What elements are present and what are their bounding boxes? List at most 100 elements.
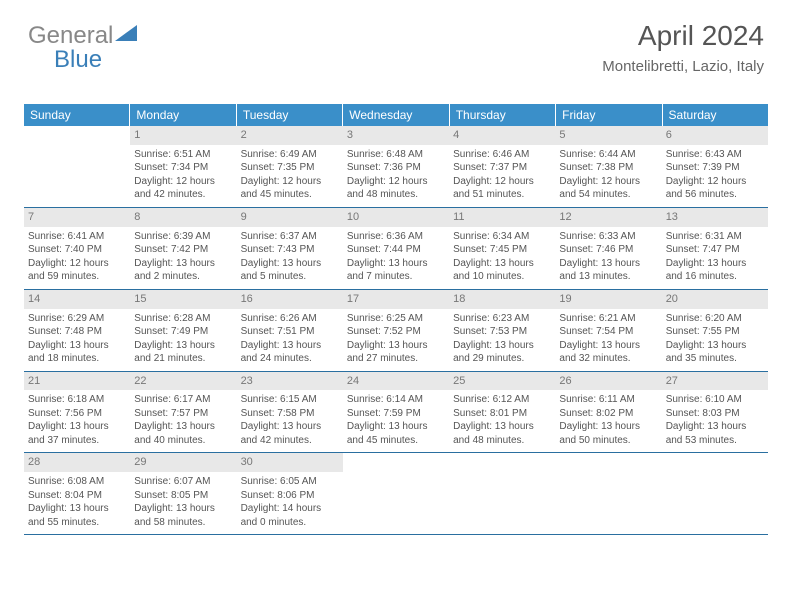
day-cell: 5Sunrise: 6:44 AMSunset: 7:38 PMDaylight… bbox=[555, 126, 661, 207]
day-info-line: and 45 minutes. bbox=[241, 188, 339, 202]
day-info-line: and 10 minutes. bbox=[453, 270, 551, 284]
day-number: 28 bbox=[24, 453, 130, 472]
day-cell: 18Sunrise: 6:23 AMSunset: 7:53 PMDayligh… bbox=[449, 290, 555, 371]
day-info-line: and 55 minutes. bbox=[28, 516, 126, 530]
day-info-line: Daylight: 13 hours bbox=[453, 257, 551, 271]
day-cell: 25Sunrise: 6:12 AMSunset: 8:01 PMDayligh… bbox=[449, 372, 555, 453]
day-header: Saturday bbox=[663, 104, 768, 126]
day-cell: 28Sunrise: 6:08 AMSunset: 8:04 PMDayligh… bbox=[24, 453, 130, 534]
day-cell: 17Sunrise: 6:25 AMSunset: 7:52 PMDayligh… bbox=[343, 290, 449, 371]
day-cell: 21Sunrise: 6:18 AMSunset: 7:56 PMDayligh… bbox=[24, 372, 130, 453]
day-info-line: Sunset: 7:37 PM bbox=[453, 161, 551, 175]
day-number: 23 bbox=[237, 372, 343, 391]
day-info-line: Sunset: 7:39 PM bbox=[666, 161, 764, 175]
day-info-line: Daylight: 13 hours bbox=[666, 257, 764, 271]
day-info-line: and 42 minutes. bbox=[241, 434, 339, 448]
day-number: 26 bbox=[555, 372, 661, 391]
day-info-line: Sunrise: 6:26 AM bbox=[241, 312, 339, 326]
day-cell: 30Sunrise: 6:05 AMSunset: 8:06 PMDayligh… bbox=[237, 453, 343, 534]
day-info-line: and 37 minutes. bbox=[28, 434, 126, 448]
day-info-line: Sunrise: 6:10 AM bbox=[666, 393, 764, 407]
day-info-line: Sunrise: 6:33 AM bbox=[559, 230, 657, 244]
day-info-line: Daylight: 13 hours bbox=[241, 420, 339, 434]
day-number: 15 bbox=[130, 290, 236, 309]
week-row: 1Sunrise: 6:51 AMSunset: 7:34 PMDaylight… bbox=[24, 126, 768, 208]
day-info-line: Sunset: 7:53 PM bbox=[453, 325, 551, 339]
day-number: 13 bbox=[662, 208, 768, 227]
day-info-line: Daylight: 13 hours bbox=[28, 420, 126, 434]
day-info-line: Daylight: 12 hours bbox=[134, 175, 232, 189]
day-cell: 23Sunrise: 6:15 AMSunset: 7:58 PMDayligh… bbox=[237, 372, 343, 453]
day-info-line: Sunrise: 6:44 AM bbox=[559, 148, 657, 162]
day-info-line: and 2 minutes. bbox=[134, 270, 232, 284]
day-info-line: Daylight: 13 hours bbox=[347, 420, 445, 434]
day-info-line: and 18 minutes. bbox=[28, 352, 126, 366]
day-cell: 16Sunrise: 6:26 AMSunset: 7:51 PMDayligh… bbox=[237, 290, 343, 371]
day-number: 29 bbox=[130, 453, 236, 472]
day-info-line: Sunset: 7:47 PM bbox=[666, 243, 764, 257]
day-info-line: Sunrise: 6:34 AM bbox=[453, 230, 551, 244]
day-info-line: Sunrise: 6:48 AM bbox=[347, 148, 445, 162]
day-cell: 19Sunrise: 6:21 AMSunset: 7:54 PMDayligh… bbox=[555, 290, 661, 371]
day-info-line: Sunrise: 6:28 AM bbox=[134, 312, 232, 326]
day-info-line: Sunset: 7:44 PM bbox=[347, 243, 445, 257]
day-info-line: Sunset: 7:54 PM bbox=[559, 325, 657, 339]
day-cell: 11Sunrise: 6:34 AMSunset: 7:45 PMDayligh… bbox=[449, 208, 555, 289]
day-cell: 29Sunrise: 6:07 AMSunset: 8:05 PMDayligh… bbox=[130, 453, 236, 534]
day-cell: 27 Sunrise: 6:10 AMSunset: 8:03 PMDayligh… bbox=[662, 372, 768, 453]
day-info-line: Daylight: 13 hours bbox=[666, 420, 764, 434]
logo-text-blue: Blue bbox=[54, 46, 102, 74]
day-info-line: Sunrise: 6:20 AM bbox=[666, 312, 764, 326]
day-info-line: Sunset: 8:03 PM bbox=[666, 407, 764, 421]
day-info-line: Sunrise: 6:43 AM bbox=[666, 148, 764, 162]
day-info-line: Sunrise: 6:46 AM bbox=[453, 148, 551, 162]
day-info-line: Sunrise: 6:14 AM bbox=[347, 393, 445, 407]
day-info-line: Daylight: 13 hours bbox=[666, 339, 764, 353]
day-info-line: Sunset: 7:36 PM bbox=[347, 161, 445, 175]
day-info-line: Daylight: 13 hours bbox=[28, 502, 126, 516]
day-header: Tuesday bbox=[237, 104, 343, 126]
day-info-line: Sunset: 7:55 PM bbox=[666, 325, 764, 339]
day-info-line: Sunset: 7:42 PM bbox=[134, 243, 232, 257]
page-title: April 2024 bbox=[602, 20, 764, 52]
day-number: 25 bbox=[449, 372, 555, 391]
day-cell: 24Sunrise: 6:14 AMSunset: 7:59 PMDayligh… bbox=[343, 372, 449, 453]
day-info-line: and 5 minutes. bbox=[241, 270, 339, 284]
day-info-line: Daylight: 12 hours bbox=[453, 175, 551, 189]
day-cell: 8Sunrise: 6:39 AMSunset: 7:42 PMDaylight… bbox=[130, 208, 236, 289]
day-number: 21 bbox=[24, 372, 130, 391]
day-header: Monday bbox=[130, 104, 236, 126]
week-row: 21Sunrise: 6:18 AMSunset: 7:56 PMDayligh… bbox=[24, 372, 768, 454]
day-info-line: Daylight: 13 hours bbox=[28, 339, 126, 353]
day-cell: 22Sunrise: 6:17 AMSunset: 7:57 PMDayligh… bbox=[130, 372, 236, 453]
day-number: 27 bbox=[662, 372, 768, 391]
day-info-line: Daylight: 13 hours bbox=[347, 257, 445, 271]
day-info-line: Sunset: 7:49 PM bbox=[134, 325, 232, 339]
day-info-line: and 16 minutes. bbox=[666, 270, 764, 284]
day-info-line: and 51 minutes. bbox=[453, 188, 551, 202]
day-number: 5 bbox=[555, 126, 661, 145]
day-number: 10 bbox=[343, 208, 449, 227]
day-info-line: and 48 minutes. bbox=[453, 434, 551, 448]
day-cell bbox=[555, 453, 661, 534]
day-info-line: Sunset: 8:06 PM bbox=[241, 489, 339, 503]
day-header-row: SundayMondayTuesdayWednesdayThursdayFrid… bbox=[24, 104, 768, 126]
day-info-line: and 54 minutes. bbox=[559, 188, 657, 202]
day-number: 6 bbox=[662, 126, 768, 145]
day-info-line: Sunset: 7:48 PM bbox=[28, 325, 126, 339]
day-cell bbox=[449, 453, 555, 534]
day-number: 7 bbox=[24, 208, 130, 227]
day-number: 22 bbox=[130, 372, 236, 391]
day-number: 14 bbox=[24, 290, 130, 309]
day-info-line: and 53 minutes. bbox=[666, 434, 764, 448]
day-number: 30 bbox=[237, 453, 343, 472]
day-info-line: Sunrise: 6:23 AM bbox=[453, 312, 551, 326]
day-info-line: and 48 minutes. bbox=[347, 188, 445, 202]
day-cell: 1Sunrise: 6:51 AMSunset: 7:34 PMDaylight… bbox=[130, 126, 236, 207]
day-info-line: and 42 minutes. bbox=[134, 188, 232, 202]
day-info-line: Daylight: 12 hours bbox=[28, 257, 126, 271]
day-header: Friday bbox=[556, 104, 662, 126]
day-info-line: Sunset: 8:02 PM bbox=[559, 407, 657, 421]
day-info-line: Daylight: 13 hours bbox=[559, 257, 657, 271]
day-info-line: and 56 minutes. bbox=[666, 188, 764, 202]
